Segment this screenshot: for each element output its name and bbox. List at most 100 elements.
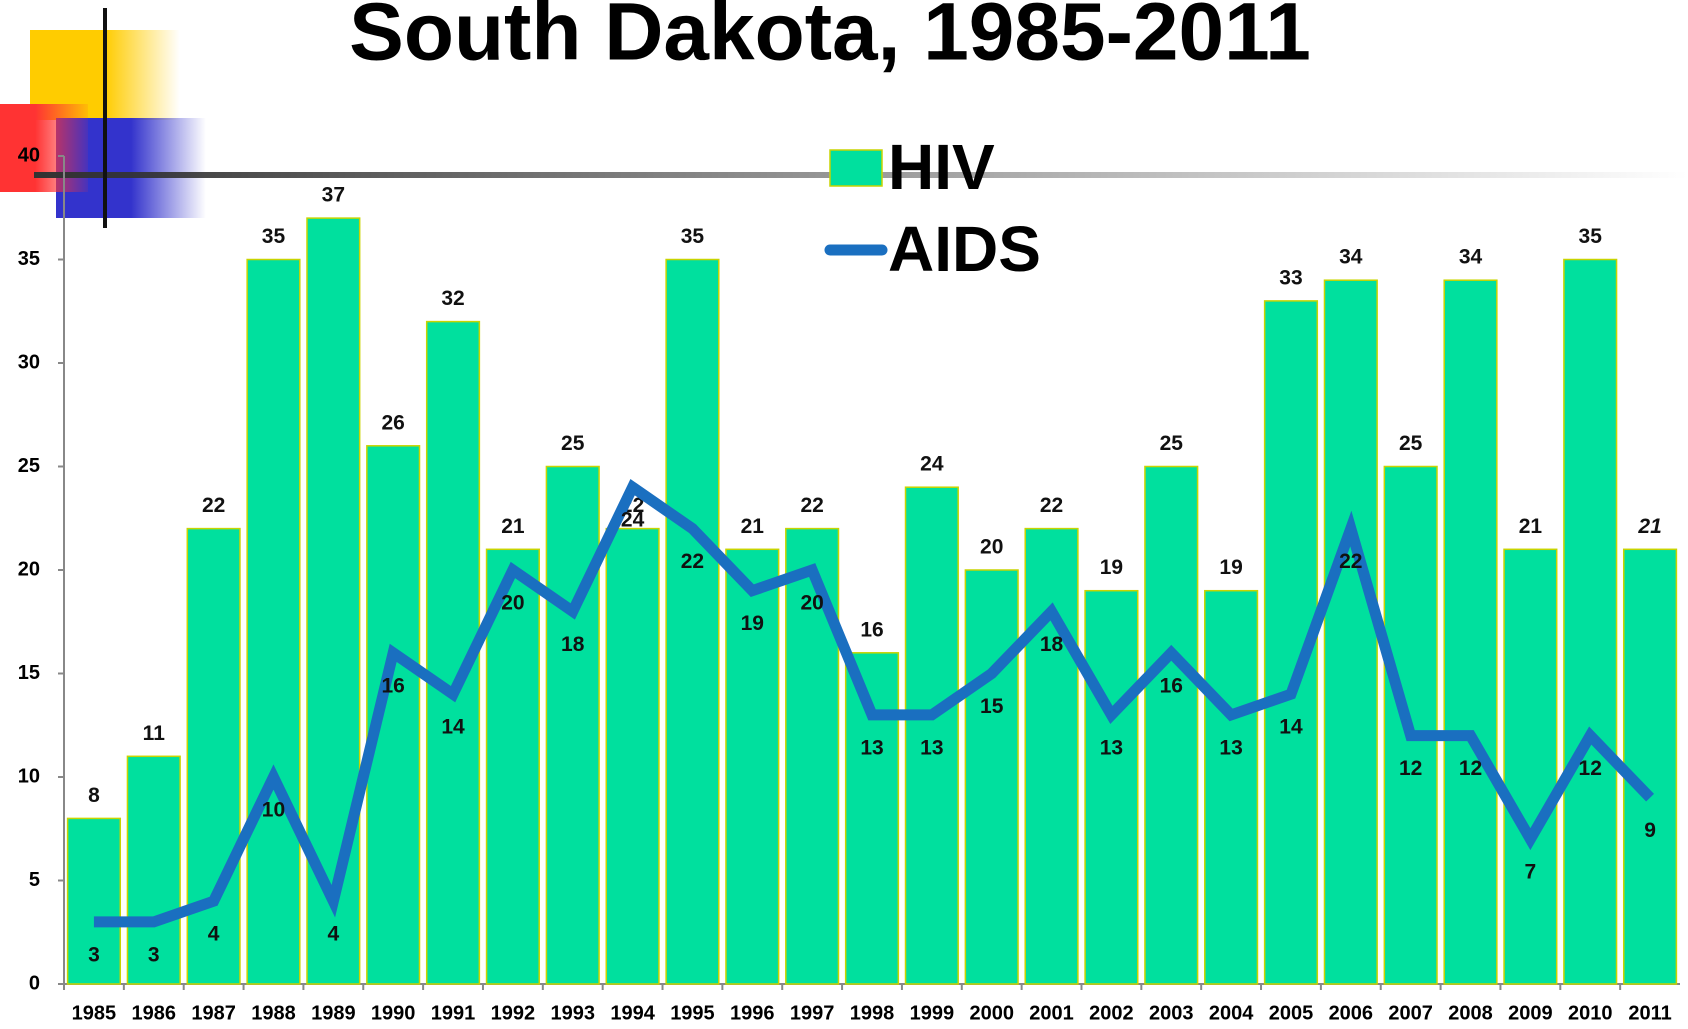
bar xyxy=(1324,280,1377,984)
legend-label: AIDS xyxy=(888,213,1041,285)
bar-value-label: 11 xyxy=(143,722,166,745)
x-tick-label: 2011 xyxy=(1628,1002,1671,1024)
bar xyxy=(1504,549,1557,984)
x-tick-label: 2000 xyxy=(969,1002,1014,1024)
chart: South Dakota, 1985-2011 0 5 10 15 20 25 30 35 40… xyxy=(0,0,1688,1029)
bar-value-label: 35 xyxy=(262,225,286,248)
line-value-label: 9 xyxy=(1644,819,1656,842)
bar xyxy=(1205,591,1258,984)
x-tick-label: 1987 xyxy=(191,1002,236,1024)
x-tick-label: 1985 xyxy=(72,1002,117,1024)
x-tick-label: 1998 xyxy=(850,1002,895,1024)
line-value-label: 10 xyxy=(262,799,285,822)
x-tick-label: 1989 xyxy=(311,1002,356,1024)
y-tick-label: 10 xyxy=(18,765,40,787)
line-value-label: 16 xyxy=(1160,674,1183,697)
x-tick-label: 1991 xyxy=(431,1002,476,1024)
x-tick-label: 2006 xyxy=(1329,1002,1374,1024)
x-tick-label: 2007 xyxy=(1388,1002,1433,1024)
bar-value-label: 19 xyxy=(1219,556,1242,579)
line-value-label: 14 xyxy=(441,716,465,739)
bar xyxy=(546,467,599,985)
y-tick-label: 5 xyxy=(29,869,40,891)
y-tick-label: 40 xyxy=(18,144,40,166)
bar xyxy=(1025,529,1078,984)
bar-value-label: 19 xyxy=(1100,556,1123,579)
x-tick-label: 1988 xyxy=(251,1002,296,1024)
bar-value-label: 21 xyxy=(501,515,525,538)
bar xyxy=(1564,260,1617,985)
legend-swatch xyxy=(830,150,882,186)
line-value-label: 18 xyxy=(561,633,585,656)
line-value-label: 13 xyxy=(920,736,943,759)
bar xyxy=(1444,280,1497,984)
y-tick-label: 0 xyxy=(29,972,40,994)
bar-value-label: 21 xyxy=(1519,515,1543,538)
x-tick-label: 2004 xyxy=(1209,1002,1254,1024)
line-value-label: 16 xyxy=(382,674,405,697)
line-value-label: 13 xyxy=(860,736,883,759)
line-value-label: 12 xyxy=(1579,757,1602,780)
x-tick-label: 2009 xyxy=(1508,1002,1553,1024)
bar-value-label: 33 xyxy=(1279,266,1302,289)
legend-label: HIV xyxy=(888,131,995,203)
bar-value-label: 34 xyxy=(1339,246,1363,269)
line-value-label: 19 xyxy=(741,612,764,635)
bar xyxy=(1085,591,1138,984)
bar-value-label: 24 xyxy=(920,453,944,476)
bar-value-label: 20 xyxy=(980,536,1003,559)
line-value-label: 4 xyxy=(327,923,339,946)
x-tick-label: 1993 xyxy=(550,1002,595,1024)
x-tick-label: 2005 xyxy=(1269,1002,1314,1024)
x-tick-label: 1999 xyxy=(910,1002,955,1024)
line-value-label: 13 xyxy=(1219,736,1242,759)
x-tick-label: 1992 xyxy=(491,1002,536,1024)
line-value-label: 3 xyxy=(88,943,100,966)
x-tick-label: 2003 xyxy=(1149,1002,1194,1024)
x-tick-label: 1996 xyxy=(730,1002,775,1024)
bar-value-label: 16 xyxy=(860,618,883,641)
y-tick-label: 20 xyxy=(18,558,40,580)
line-value-label: 4 xyxy=(208,923,220,946)
bar-value-label: 35 xyxy=(1579,225,1603,248)
line-value-label: 22 xyxy=(681,550,704,573)
bar xyxy=(965,570,1018,984)
line-value-label: 15 xyxy=(980,695,1004,718)
x-tick-label: 1994 xyxy=(610,1002,655,1024)
x-tick-label: 2001 xyxy=(1029,1002,1074,1024)
x-tick-label: 2008 xyxy=(1448,1002,1493,1024)
bar-value-label: 25 xyxy=(1160,432,1184,455)
x-tick-label: 1995 xyxy=(670,1002,715,1024)
y-tick-label: 35 xyxy=(18,248,40,270)
bar-value-label: 25 xyxy=(1399,432,1423,455)
x-tick-label: 1997 xyxy=(790,1002,835,1024)
x-tick-label: 1990 xyxy=(371,1002,416,1024)
bar-value-label: 25 xyxy=(561,432,585,455)
line-value-label: 13 xyxy=(1100,736,1123,759)
bar-value-label: 22 xyxy=(1040,494,1063,517)
bar xyxy=(1624,549,1677,984)
line-value-label: 12 xyxy=(1459,757,1482,780)
line-value-label: 7 xyxy=(1525,861,1537,884)
x-tick-label: 1986 xyxy=(132,1002,177,1024)
bar-value-label: 35 xyxy=(681,225,705,248)
bar xyxy=(247,260,300,985)
chart-title: South Dakota, 1985-2011 xyxy=(349,0,1311,78)
line-value-label: 20 xyxy=(800,592,823,615)
line-value-label: 18 xyxy=(1040,633,1064,656)
bar-value-label: 32 xyxy=(441,287,464,310)
bar-value-label: 34 xyxy=(1459,246,1483,269)
y-tick-label: 15 xyxy=(18,662,40,684)
bar xyxy=(606,529,659,984)
line-value-label: 20 xyxy=(501,592,524,615)
bar-value-label: 22 xyxy=(800,494,823,517)
bar-value-label: 21 xyxy=(1637,515,1661,538)
bar-value-label: 8 xyxy=(88,784,100,807)
line-value-label: 22 xyxy=(1339,550,1362,573)
y-tick-label: 30 xyxy=(18,351,40,373)
line-value-label: 24 xyxy=(621,509,645,532)
line-value-label: 3 xyxy=(148,943,160,966)
bar-value-label: 26 xyxy=(382,411,405,434)
x-tick-label: 2010 xyxy=(1568,1002,1613,1024)
bar xyxy=(187,529,240,984)
